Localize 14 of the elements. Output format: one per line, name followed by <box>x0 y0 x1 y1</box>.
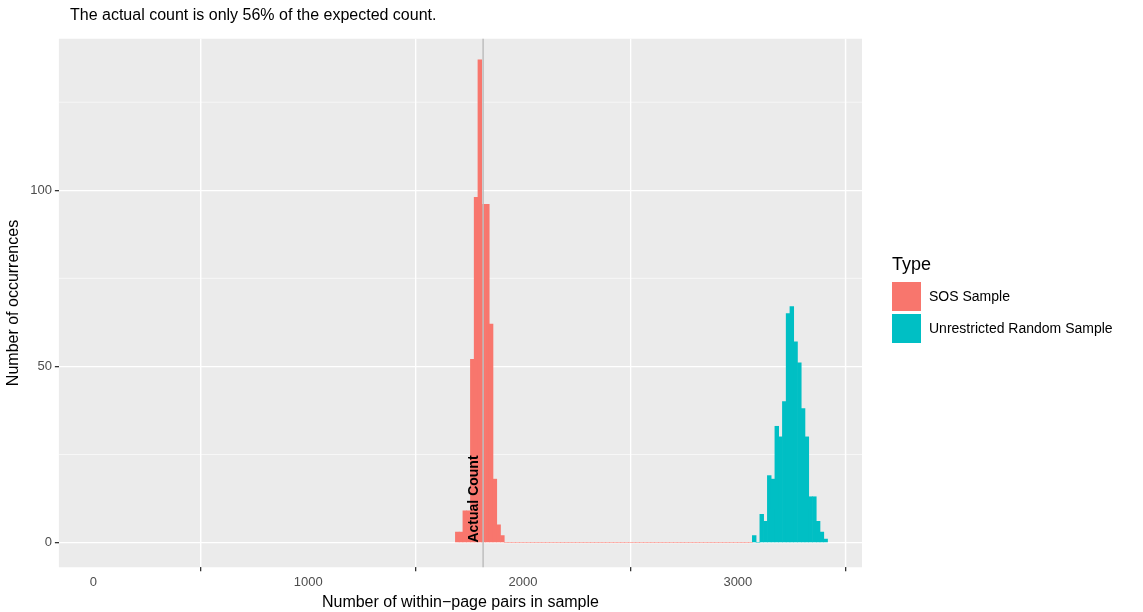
legend-label: SOS Sample <box>929 288 1010 304</box>
x-tick-label: 1000 <box>293 573 323 589</box>
y-tick-label: 0 <box>44 534 52 550</box>
x-tick-label: 2000 <box>508 573 538 589</box>
y-tick-label: 100 <box>30 181 52 197</box>
x-tick-label: 0 <box>89 573 98 589</box>
legend-label: Unrestricted Random Sample <box>929 320 1113 336</box>
chart-title: The actual count is only 56% of the expected count. <box>70 6 437 24</box>
x-tick-label: 3000 <box>723 573 753 589</box>
legend-title: Type <box>892 254 933 275</box>
y-axis-title: Number of occurrences <box>4 219 22 387</box>
ref-line-label: Actual Count <box>464 455 481 543</box>
y-tick-label: 50 <box>37 357 52 373</box>
x-axis-title: Number of within−page pairs in sample <box>321 592 600 610</box>
